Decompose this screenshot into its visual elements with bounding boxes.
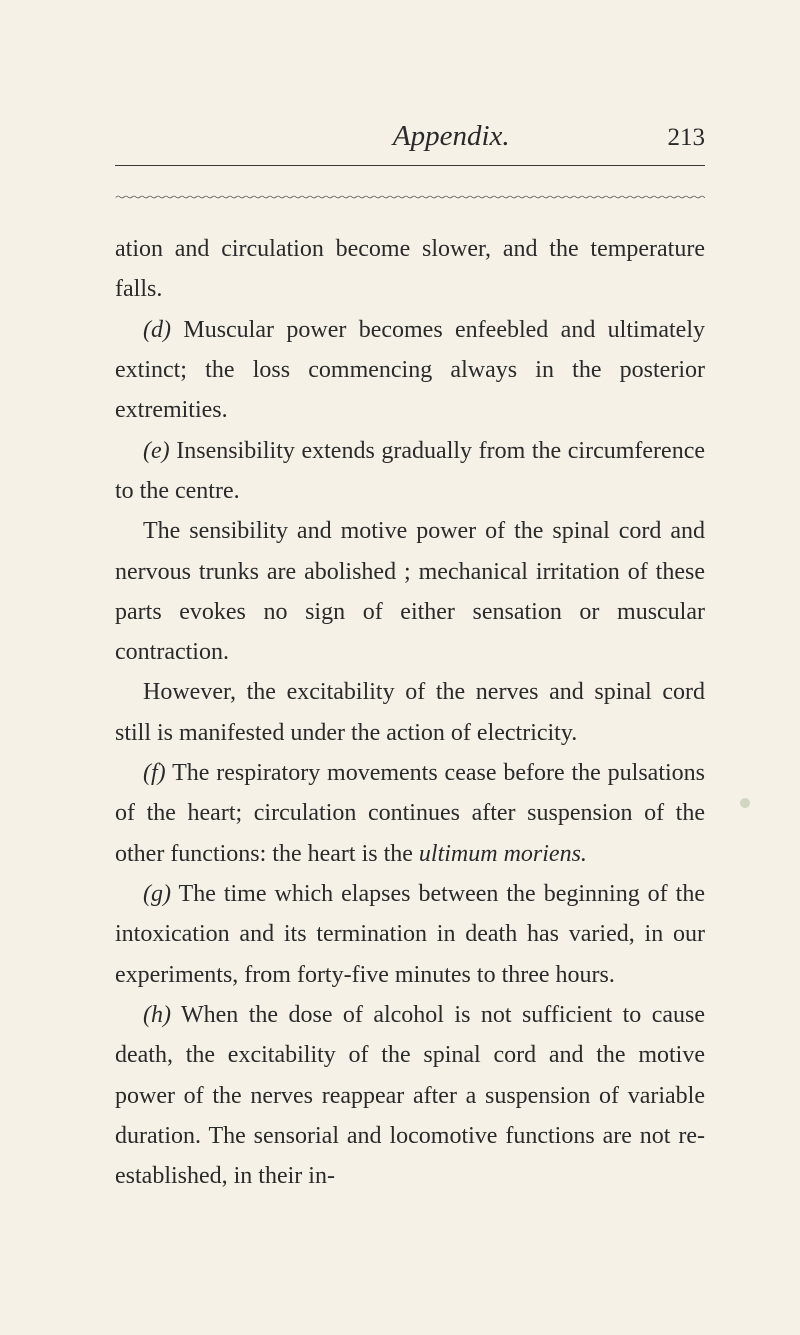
marker-d: (d) [143, 317, 171, 343]
paragraph-6-italic: ultimum moriens. [419, 841, 587, 867]
paragraph-2-text: Muscular power becomes enfeebled and ult… [115, 317, 705, 424]
marker-h: (h) [143, 1002, 171, 1028]
marker-f: (f) [143, 760, 166, 786]
marker-g: (g) [143, 881, 171, 907]
paragraph-6: (f) The respiratory movements cease befo… [115, 753, 705, 874]
paragraph-2: (d) Muscular power becomes enfeebled and… [115, 310, 705, 431]
paragraph-5: However, the excitability of the nerves … [115, 672, 705, 753]
marker-e: (e) [143, 438, 170, 464]
header-rule [115, 165, 705, 166]
paragraph-8: (h) When the dose of alcohol is not suff… [115, 995, 705, 1197]
paragraph-8-text: When the dose of alcohol is not sufficie… [115, 1002, 705, 1189]
wavy-separator: 〜〜〜〜〜〜〜〜〜〜〜〜〜〜〜〜〜〜〜〜〜〜〜〜〜〜〜〜〜〜〜〜〜〜〜〜〜〜〜〜… [115, 194, 705, 204]
body-text: ation and circulation become slower, and… [115, 229, 705, 1197]
paragraph-6-text: The respiratory movements cease before t… [115, 760, 705, 867]
page-header: Appendix. 213 [115, 120, 705, 153]
paragraph-3-text: Insensibility extends gradually from the… [115, 438, 705, 504]
header-title: Appendix. [115, 120, 668, 153]
paragraph-3: (e) Insensibility extends gradually from… [115, 431, 705, 512]
page-number: 213 [668, 124, 706, 152]
paragraph-7-text: The time which elapses between the begin… [115, 881, 705, 988]
paragraph-1: ation and circulation become slower, and… [115, 229, 705, 310]
paragraph-4: The sensibility and motive power of the … [115, 511, 705, 672]
paragraph-7: (g) The time which elapses between the b… [115, 874, 705, 995]
page-spot [740, 798, 750, 808]
